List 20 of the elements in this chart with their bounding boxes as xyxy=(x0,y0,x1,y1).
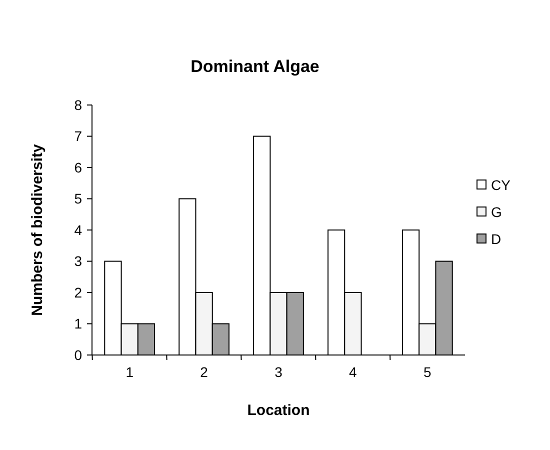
y-tick-label: 8 xyxy=(74,96,82,113)
chart-title: Dominant Algae xyxy=(190,57,320,76)
y-tick-label: 5 xyxy=(74,190,82,207)
y-tick-label: 2 xyxy=(74,284,82,300)
x-tick-label: 3 xyxy=(274,364,283,380)
legend-label: D xyxy=(491,230,502,247)
x-tick-label: 5 xyxy=(424,364,432,380)
legend-label: G xyxy=(491,204,502,220)
x-tick-label: 4 xyxy=(349,364,358,380)
x-axis-title: Location xyxy=(247,402,310,419)
legend-label: CY xyxy=(491,176,512,193)
x-tick-label: 2 xyxy=(200,364,208,380)
y-tick-label: 6 xyxy=(74,159,82,176)
y-tick-label: 4 xyxy=(74,222,82,238)
y-axis-title: Numbers of biodiversity xyxy=(29,143,46,316)
y-tick-label: 0 xyxy=(74,346,82,363)
y-tick-label: 1 xyxy=(74,316,82,332)
y-tick-label: 3 xyxy=(74,253,82,270)
y-tick-label: 7 xyxy=(74,128,82,144)
x-tick-label: 1 xyxy=(126,364,134,380)
